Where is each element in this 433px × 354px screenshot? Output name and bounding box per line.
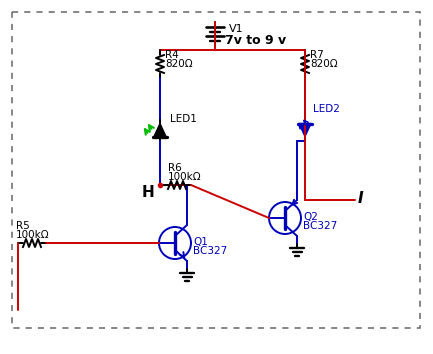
Text: V1: V1 [229, 24, 244, 34]
Text: R6: R6 [168, 163, 182, 173]
Text: 100kΩ: 100kΩ [168, 172, 202, 182]
Text: 100kΩ: 100kΩ [16, 230, 50, 240]
Polygon shape [299, 124, 311, 137]
Text: 820Ω: 820Ω [165, 59, 193, 69]
Text: R5: R5 [16, 221, 30, 231]
Text: LED2: LED2 [313, 104, 340, 114]
Text: BC327: BC327 [303, 221, 337, 231]
Text: 820Ω: 820Ω [310, 59, 338, 69]
Text: H: H [142, 185, 155, 200]
Bar [12, 12, 420, 328]
Text: R7: R7 [310, 50, 324, 60]
Polygon shape [154, 124, 166, 137]
Text: 7v to 9 v: 7v to 9 v [225, 34, 286, 46]
Text: I: I [358, 191, 364, 206]
Text: Q2: Q2 [303, 212, 318, 222]
Text: LED1: LED1 [170, 114, 197, 124]
Text: R4: R4 [165, 50, 179, 60]
Text: Q1: Q1 [193, 237, 208, 247]
Text: BC327: BC327 [193, 246, 227, 256]
